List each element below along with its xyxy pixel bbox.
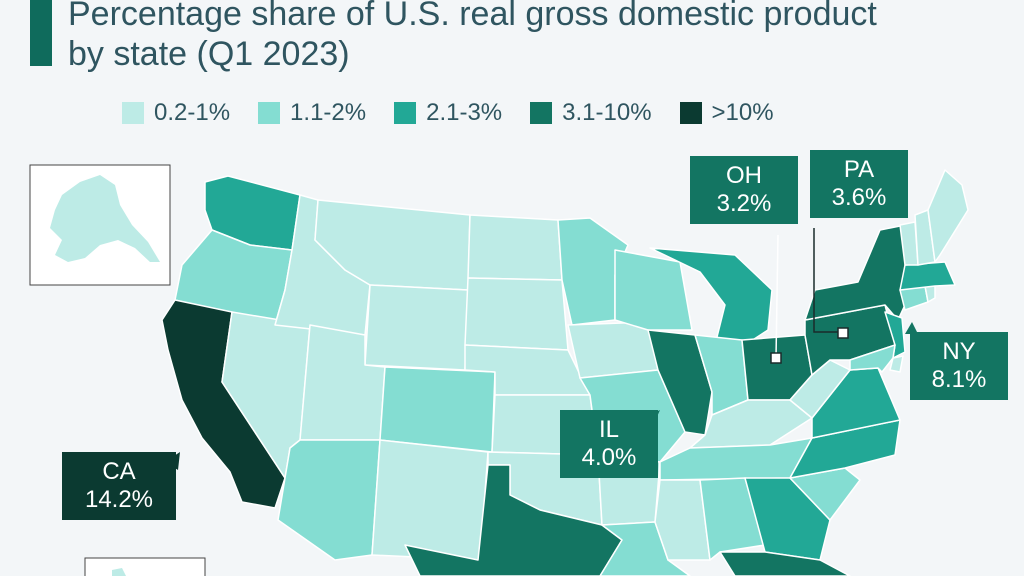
- legend-swatch: [258, 102, 281, 124]
- state-fl[interactable]: [719, 551, 851, 576]
- legend-label: 3.1-10%: [562, 99, 652, 126]
- legend-label: 2.1-3%: [426, 99, 503, 126]
- callout-ny: NY 8.1%: [910, 332, 1008, 400]
- legend-label: 0.2-1%: [154, 99, 231, 126]
- state-ny[interactable]: [804, 224, 913, 321]
- legend-item-tier-1: 1.1-2%: [258, 99, 366, 127]
- callout-pa-state: PA: [843, 156, 875, 183]
- legend-label: >10%: [711, 99, 774, 126]
- state-nm[interactable]: [371, 439, 489, 561]
- callout-ca-state: CA: [102, 458, 136, 485]
- legend-label: 1.1-2%: [290, 99, 367, 126]
- callout-pa-value: 3.6%: [831, 184, 887, 211]
- callout-ca-value: 14.2%: [84, 486, 154, 513]
- callout-ny-value: 8.1%: [931, 366, 987, 393]
- legend-item-tier-3: 3.1-10%: [530, 99, 652, 127]
- oh-marker: [770, 352, 782, 364]
- state-ia[interactable]: [567, 321, 659, 379]
- pa-callout-line: [813, 228, 842, 333]
- state-az[interactable]: [277, 439, 381, 561]
- callout-oh: OH 3.2%: [690, 156, 798, 224]
- state-me[interactable]: [927, 169, 969, 263]
- state-de[interactable]: [889, 355, 904, 373]
- hawaii-inset-frame: [84, 557, 206, 576]
- state-nd[interactable]: [467, 214, 563, 281]
- state-hi[interactable]: [112, 568, 126, 576]
- title-line-2: by state (Q1 2023): [68, 35, 350, 73]
- state-sd[interactable]: [464, 277, 569, 351]
- state-nc[interactable]: [789, 419, 901, 479]
- chart-title: Percentage share of U.S. real gross dome…: [68, 0, 968, 74]
- legend-swatch: [394, 102, 417, 124]
- title-accent-bar: [30, 0, 52, 66]
- title-line-1: Percentage share of U.S. real gross dome…: [68, 0, 877, 33]
- legend-item-tier-0: 0.2-1%: [122, 99, 230, 127]
- state-pa[interactable]: [804, 304, 896, 376]
- legend: 0.2-1% 1.1-2% 2.1-3% 3.1-10% >10%: [122, 96, 802, 130]
- callout-il-value: 4.0%: [581, 444, 637, 471]
- state-wv[interactable]: [789, 359, 851, 419]
- state-nj[interactable]: [884, 311, 906, 359]
- callout-oh-value: 3.2%: [716, 190, 772, 217]
- state-ma[interactable]: [899, 261, 956, 291]
- state-wy[interactable]: [364, 284, 469, 371]
- legend-swatch: [530, 102, 553, 124]
- pa-marker: [837, 327, 849, 339]
- ny-callout-pointer: [905, 322, 918, 334]
- legend-swatch: [122, 102, 144, 124]
- state-al[interactable]: [699, 477, 766, 561]
- callout-pa: PA 3.6%: [810, 150, 908, 218]
- state-ak[interactable]: [50, 175, 160, 262]
- callout-il-state: IL: [598, 416, 619, 443]
- legend-swatch: [679, 102, 702, 124]
- state-co[interactable]: [379, 366, 496, 453]
- callout-ca: CA 14.2%: [62, 452, 176, 520]
- oh-callout-line: [775, 234, 779, 359]
- state-ms[interactable]: [654, 479, 711, 561]
- legend-item-tier-4: >10%: [679, 99, 774, 127]
- callout-oh-state: OH: [726, 162, 762, 189]
- callout-il: IL 4.0%: [560, 410, 658, 478]
- callout-ny-state: NY: [942, 338, 976, 365]
- state-md[interactable]: [849, 344, 896, 373]
- legend-item-tier-2: 2.1-3%: [394, 99, 502, 127]
